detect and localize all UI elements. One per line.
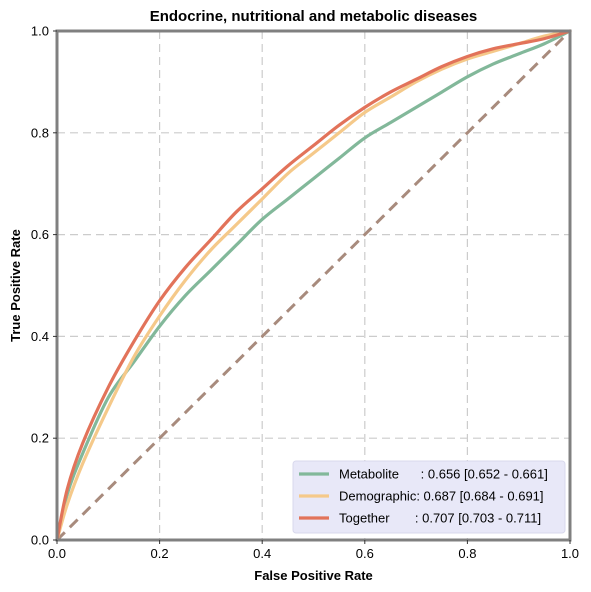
x-tick-label: 0.0 [48,546,66,561]
x-tick-label: 0.6 [356,546,374,561]
x-tick-label: 0.2 [151,546,169,561]
chart-title: Endocrine, nutritional and metabolic dis… [150,8,478,25]
roc-curve-together [55,29,572,542]
roc-curve-demographic [55,29,572,542]
y-tick-label: 0.6 [31,227,49,242]
y-tick-label: 0.2 [31,431,49,446]
x-tick-label: 0.4 [253,546,271,561]
plot-frame [55,29,572,542]
y-tick-label: 0.8 [31,125,49,140]
legend-box [292,460,566,534]
x-tick-label: 0.8 [458,546,476,561]
reference-line [55,29,572,542]
tick-labels: 0.0 0.2 0.4 0.6 0.8 1.0 0.0 0.2 0.4 0.6 0.8 1.0 [31,24,579,562]
legend-label-metabolite: Metabolite : 0.656 [0.652 - 0.661] [339,467,548,482]
y-tick-label: 0.4 [31,329,49,344]
legend: Metabolite : 0.656 [0.652 - 0.661] Demogr… [292,460,566,534]
y-axis-title: True Positive Rate [8,229,23,342]
x-tick-label: 1.0 [561,546,579,561]
series-lines [55,29,572,542]
plot-border [55,29,572,542]
chance-diagonal-line [55,29,572,542]
legend-label-demographic: Demographic: 0.687 [0.684 - 0.691] [339,489,544,504]
y-tick-label: 0.0 [31,533,49,548]
y-tick-label: 1.0 [31,24,49,39]
grid-lines [57,31,570,540]
legend-label-together: Together : 0.707 [0.703 - 0.711] [339,511,541,526]
x-axis-title: False Positive Rate [254,568,373,583]
